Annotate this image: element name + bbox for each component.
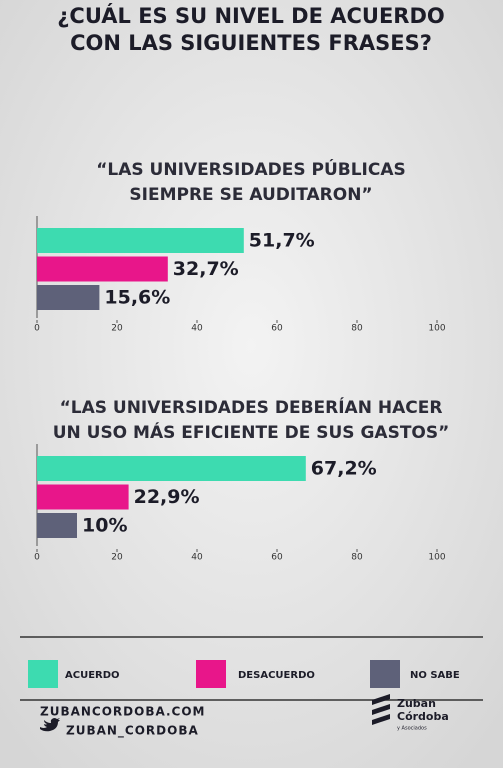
x-tick-label: 60 [271, 324, 283, 334]
bar [37, 484, 129, 510]
chart-title: “LAS UNIVERSIDADES DEBERÍAN HACER [60, 396, 443, 418]
x-tick-label: 40 [191, 324, 203, 334]
page-title: ¿CUÁL ES SU NIVEL DE ACUERDO [57, 3, 445, 28]
x-tick-label: 60 [271, 553, 283, 563]
value-label: 51,7% [249, 230, 315, 252]
x-tick-label: 40 [191, 553, 203, 563]
twitter-handle: ZUBAN_CORDOBA [66, 724, 199, 739]
legend-swatch [370, 660, 400, 688]
x-tick-label: 80 [351, 324, 363, 334]
legend-label: ACUERDO [65, 670, 120, 681]
logo-mark [372, 694, 390, 725]
logo-text: Córdoba [397, 710, 449, 723]
legend-label: NO SABE [410, 670, 460, 681]
value-label: 32,7% [173, 258, 239, 280]
value-label: 10% [82, 515, 127, 537]
value-label: 67,2% [311, 458, 377, 480]
x-tick-label: 100 [428, 324, 445, 334]
chart-title: SIEMPRE SE AUDITARON” [129, 185, 372, 205]
bar [37, 513, 77, 538]
x-tick-label: 100 [428, 553, 445, 563]
page-title: CON LAS SIGUIENTES FRASES? [70, 31, 432, 55]
logo-text: y Asociados [397, 726, 427, 732]
x-tick-label: 20 [111, 553, 123, 563]
logo-text: Zuban [397, 697, 436, 710]
legend-swatch [196, 660, 226, 688]
x-tick-label: 0 [34, 553, 40, 563]
twitter-icon [40, 718, 60, 732]
logo: Zuban Córdoba y Asociados [372, 694, 449, 732]
website: ZUBANCORDOBA.COM [40, 705, 206, 719]
x-tick-label: 20 [111, 324, 123, 334]
legend-swatch [28, 660, 58, 688]
value-label: 22,9% [134, 486, 200, 508]
bar [37, 285, 100, 310]
chart-title: UN USO MÁS EFICIENTE DE SUS GASTOS” [53, 421, 450, 443]
bar [37, 256, 168, 282]
x-tick-label: 0 [34, 324, 40, 334]
legend-label: DESACUERDO [238, 670, 315, 681]
bar [37, 228, 244, 253]
bar [37, 456, 306, 481]
x-tick-label: 80 [351, 553, 363, 563]
chart-title: “LAS UNIVERSIDADES PÚBLICAS [96, 158, 406, 180]
value-label: 15,6% [104, 287, 170, 309]
